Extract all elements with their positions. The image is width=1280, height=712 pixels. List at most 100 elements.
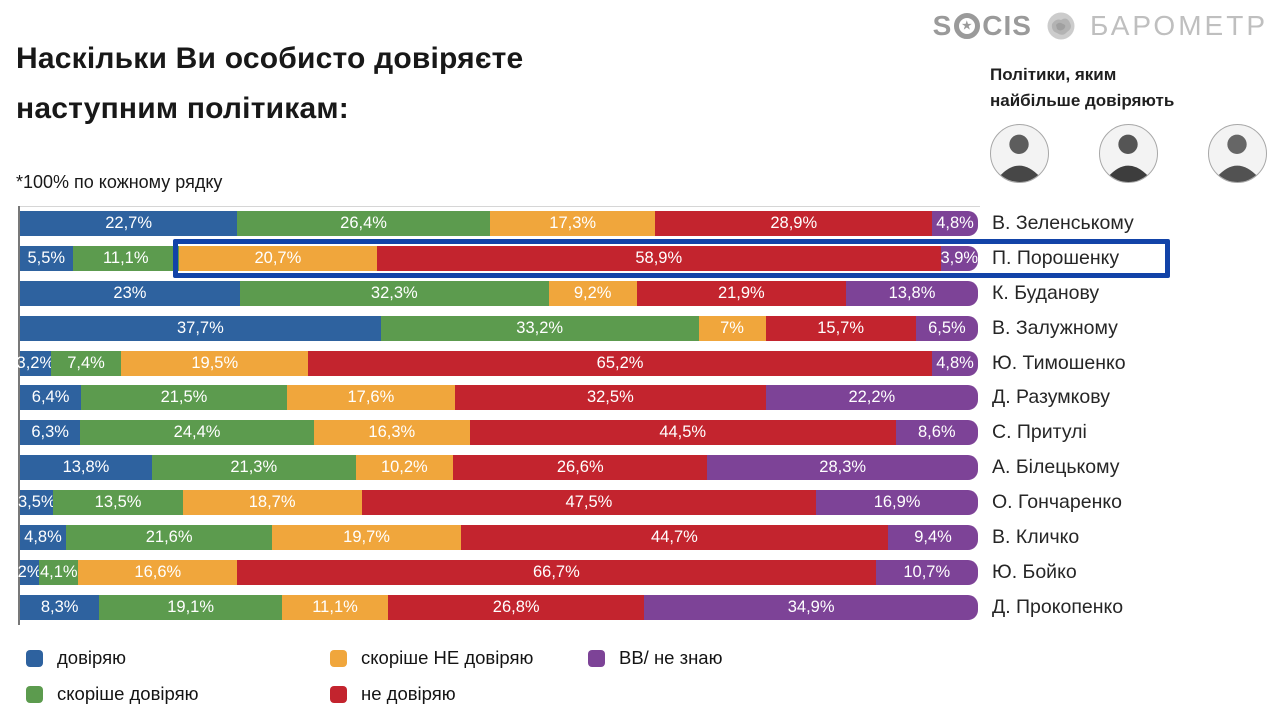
segment-value-label: 16,6% — [134, 562, 182, 581]
chart-row: 37,7% 33,2% 7% 15,7% 6,5% В. Залужному — [18, 315, 1134, 341]
bar-segment: 37,7% — [20, 315, 381, 341]
bar-segment: 17,6% — [286, 385, 455, 411]
stacked-bar: 6,3% 24,4% 16,3% 44,5% 8,6% — [20, 420, 978, 446]
bar-segment: 4,8% — [20, 525, 66, 551]
segment-value-label: 34,9% — [787, 597, 835, 616]
top-trusted-caption-line-2: найбільше довіряють — [990, 91, 1175, 110]
bar-segment: 5,5% — [20, 245, 73, 271]
bar-segment: 9,4% — [888, 525, 978, 551]
bar-segment: 26,8% — [388, 594, 645, 620]
segment-value-label: 44,7% — [651, 528, 698, 547]
category-label: Д. Разумкову — [992, 386, 1110, 409]
bar-segment: 24,4% — [80, 420, 314, 446]
stacked-bar: 2% 4,1% 16,6% 66,7% 10,7% — [18, 559, 978, 585]
bar-segment: 44,5% — [469, 420, 896, 446]
socis-logo: S ★ CIS — [933, 10, 1032, 42]
legend-item: скоріше НЕ довіряю — [330, 647, 588, 669]
page-title: Наскільки Ви особисто довіряєте наступни… — [16, 34, 523, 134]
portrait-photo-1 — [990, 124, 1049, 183]
segment-value-label: 8,3% — [40, 597, 79, 616]
socis-star-o-icon: ★ — [954, 13, 981, 39]
segment-value-label: 21,9% — [717, 283, 765, 302]
segment-value-label: 11,1% — [102, 248, 149, 267]
bar-segment: 21,5% — [81, 385, 287, 411]
bar-segment: 6,4% — [20, 385, 82, 411]
legend-swatch-icon — [26, 649, 43, 667]
footnote-100-percent: *100% по кожному рядку — [16, 172, 223, 192]
chart-row: 6,3% 24,4% 16,3% 44,5% 8,6% С. Притулі — [18, 420, 1134, 446]
segment-value-label: 32,5% — [586, 388, 634, 407]
segment-value-label: 7,4% — [67, 353, 105, 372]
category-label: В. Залужному — [992, 316, 1118, 339]
segment-value-label: 4,8% — [936, 214, 974, 232]
bar-segment: 11,1% — [72, 245, 179, 271]
legend: довіряю скоріше довіряю скоріше НЕ довіряю… — [26, 640, 722, 712]
bar-segment: 15,7% — [765, 315, 916, 341]
segment-value-label: 19,7% — [343, 528, 390, 547]
page-title-line-2: наступним політикам: — [16, 92, 349, 125]
legend-item: довіряю — [26, 647, 330, 669]
category-label: В. Зеленському — [992, 212, 1134, 234]
segment-value-label: 37,7% — [177, 318, 224, 337]
segment-value-label: 3,9% — [940, 248, 979, 267]
legend-swatch-icon — [588, 649, 605, 667]
segment-value-label: 21,6% — [145, 528, 193, 547]
chart-row: 23% 32,3% 9,2% 21,9% 13,8% К. Буданову — [18, 280, 1134, 306]
category-label: А. Білецькому — [992, 456, 1120, 479]
segment-value-label: 22,2% — [848, 388, 896, 407]
legend-item: ВВ/ не знаю — [588, 647, 722, 669]
category-label: О. Гончаренко — [992, 491, 1122, 514]
bar-segment: 34,9% — [644, 594, 978, 620]
bar-segment: 19,7% — [272, 525, 461, 551]
page-title-line-1: Наскільки Ви особисто довіряєте — [16, 42, 524, 75]
bar-segment: 22,7% — [20, 211, 238, 236]
chart-row: 4,8% 21,6% 19,7% 44,7% 9,4% В. Кличко — [18, 525, 1134, 551]
bar-segment: 58,9% — [376, 245, 941, 271]
bar-segment: 2% — [18, 559, 42, 585]
bar-segment: 28,3% — [707, 455, 978, 481]
category-label: Д. Прокопенко — [992, 595, 1124, 618]
bar-segment: 65,2% — [308, 350, 933, 376]
segment-value-label: 44,5% — [659, 423, 707, 442]
category-label: С. Притулі — [992, 421, 1087, 444]
segment-value-label: 11,1% — [312, 597, 358, 616]
segment-value-label: 7% — [720, 318, 744, 337]
bar-segment: 19,5% — [121, 350, 309, 376]
chart-row: 5,5% 11,1% 20,7% 58,9% 3,9% П. Порошенку — [18, 238, 1170, 278]
bar-segment: 21,9% — [636, 280, 847, 306]
segment-value-label: 4,8% — [24, 528, 62, 547]
segment-value-label: 13,5% — [94, 493, 142, 512]
chart-row: 6,4% 21,5% 17,6% 32,5% 22,2% Д. Разумкову — [18, 385, 1134, 411]
segment-value-label: 21,5% — [160, 388, 208, 407]
bar-segment: 32,3% — [239, 280, 549, 306]
stacked-bar: 22,7% 26,4% 17,3% 28,9% 4,8% — [20, 211, 978, 236]
chart-row: 2% 4,1% 16,6% 66,7% 10,7% Ю. Бойко — [18, 559, 1134, 585]
segment-value-label: 26,4% — [340, 214, 387, 232]
segment-value-label: 22,7% — [105, 214, 153, 232]
segment-value-label: 6,5% — [928, 318, 966, 337]
category-label: К. Буданову — [992, 281, 1100, 304]
category-label: П. Порошенку — [992, 246, 1120, 269]
segment-value-label: 19,5% — [191, 353, 239, 372]
bar-segment: 26,4% — [237, 211, 490, 236]
segment-value-label: 6,3% — [31, 423, 69, 442]
segment-value-label: 15,7% — [817, 318, 865, 337]
bar-segment: 33,2% — [380, 315, 699, 341]
bar-segment: 13,5% — [53, 490, 183, 516]
bar-segment: 44,7% — [460, 525, 889, 551]
segment-value-label: 58,9% — [635, 248, 683, 267]
segment-value-label: 9,4% — [914, 528, 952, 547]
legend-swatch-icon — [26, 685, 43, 703]
bar-segment: 8,3% — [20, 594, 100, 620]
segment-value-label: 3,2% — [16, 353, 55, 372]
segment-value-label: 13,8% — [888, 283, 936, 302]
segment-value-label: 4,1% — [39, 562, 78, 581]
bar-segment: 8,6% — [895, 420, 978, 446]
bar-segment: 13,8% — [846, 280, 978, 306]
segment-value-label: 17,3% — [549, 214, 597, 232]
chart-rows: 22,7% 26,4% 17,3% 28,9% 4,8% В. Зеленському 5,… — [16, 211, 1170, 630]
segment-value-label: 13,8% — [62, 458, 110, 477]
segment-value-label: 6,4% — [31, 388, 70, 407]
legend-swatch-icon — [330, 685, 347, 703]
segment-value-label: 8,6% — [918, 423, 956, 442]
